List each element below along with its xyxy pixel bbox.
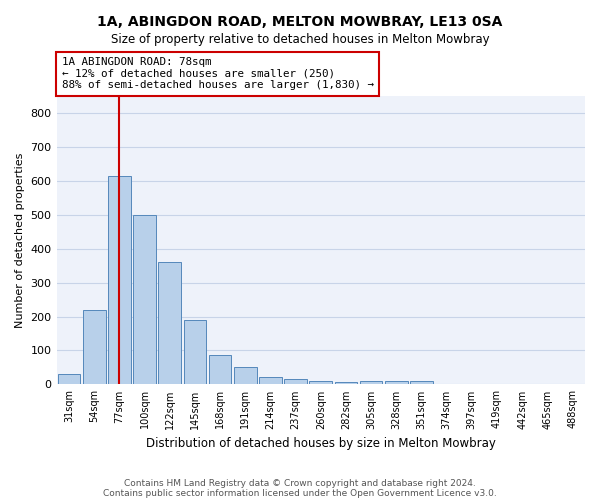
Text: Size of property relative to detached houses in Melton Mowbray: Size of property relative to detached ho…: [110, 32, 490, 46]
Bar: [335, 382, 357, 384]
Bar: [158, 262, 181, 384]
Bar: [133, 214, 156, 384]
Bar: [284, 380, 307, 384]
Bar: [108, 176, 131, 384]
Bar: [58, 374, 80, 384]
Bar: [184, 320, 206, 384]
Bar: [259, 376, 282, 384]
Text: 1A ABINGDON ROAD: 78sqm
← 12% of detached houses are smaller (250)
88% of semi-d: 1A ABINGDON ROAD: 78sqm ← 12% of detache…: [62, 57, 374, 90]
Y-axis label: Number of detached properties: Number of detached properties: [15, 152, 25, 328]
Bar: [410, 381, 433, 384]
Bar: [310, 381, 332, 384]
Text: Contains HM Land Registry data © Crown copyright and database right 2024.: Contains HM Land Registry data © Crown c…: [124, 478, 476, 488]
Text: Contains public sector information licensed under the Open Government Licence v3: Contains public sector information licen…: [103, 488, 497, 498]
Text: 1A, ABINGDON ROAD, MELTON MOWBRAY, LE13 0SA: 1A, ABINGDON ROAD, MELTON MOWBRAY, LE13 …: [97, 15, 503, 29]
Bar: [83, 310, 106, 384]
Bar: [360, 381, 382, 384]
X-axis label: Distribution of detached houses by size in Melton Mowbray: Distribution of detached houses by size …: [146, 437, 496, 450]
Bar: [209, 354, 232, 384]
Bar: [385, 381, 407, 384]
Bar: [234, 367, 257, 384]
